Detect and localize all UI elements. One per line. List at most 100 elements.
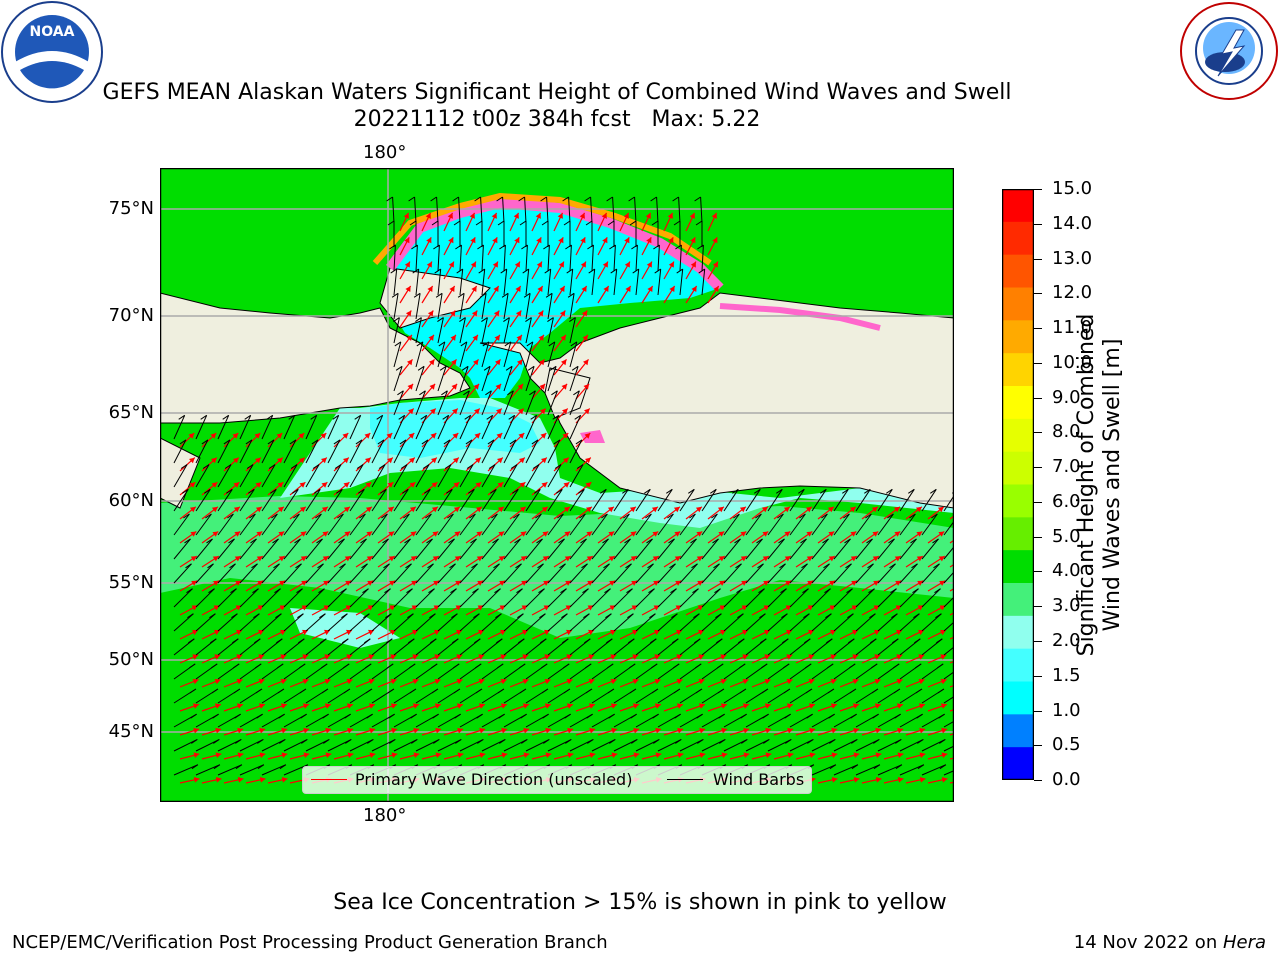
wave-arrow-head bbox=[189, 482, 196, 488]
colorbar-tick-mark bbox=[1034, 223, 1042, 225]
colorbar-tick-mark bbox=[1034, 675, 1042, 677]
colorbar-segment bbox=[1002, 550, 1034, 584]
colorbar-tick-label: 13.0 bbox=[1052, 247, 1093, 269]
wind-barb-flag bbox=[801, 563, 808, 569]
wave-arrow-head bbox=[624, 237, 630, 244]
wave-arrow-head bbox=[542, 531, 549, 537]
wind-barb bbox=[239, 738, 264, 752]
colorbar-tick-mark bbox=[1034, 258, 1042, 260]
wave-arrow-head bbox=[429, 359, 435, 366]
wave-arrow-head bbox=[411, 580, 418, 586]
wind-barb-flag bbox=[453, 688, 461, 694]
wind-barb-flag bbox=[873, 764, 881, 770]
wave-arrow-head bbox=[213, 580, 220, 586]
wind-barb-flag bbox=[210, 638, 217, 644]
wind-barb bbox=[261, 538, 279, 560]
wave-arrow-head bbox=[674, 556, 681, 562]
wind-barb-flag bbox=[548, 341, 556, 347]
wind-barb-flag bbox=[776, 488, 783, 494]
wave-arrow-head bbox=[342, 433, 349, 439]
wind-barb bbox=[327, 588, 347, 608]
wind-barb-flag bbox=[691, 563, 698, 569]
wave-arrow-head bbox=[471, 310, 478, 317]
wave-arrow-head bbox=[388, 531, 395, 537]
wave-arrow-head bbox=[478, 654, 485, 660]
wind-barb bbox=[789, 588, 809, 608]
wave-arrow-head bbox=[324, 654, 331, 660]
wave-arrow-head bbox=[588, 654, 595, 660]
colorbar-tick-label: 1.0 bbox=[1052, 699, 1081, 721]
wave-arrow-head bbox=[430, 408, 436, 415]
colorbar-frame bbox=[1001, 188, 1035, 781]
wind-barb bbox=[569, 439, 583, 464]
wind-barb bbox=[833, 513, 850, 536]
wind-barb-flag bbox=[271, 513, 278, 519]
wind-barb bbox=[525, 563, 544, 584]
colorbar-segment bbox=[1002, 517, 1034, 551]
wind-barb-flag bbox=[272, 538, 279, 544]
wind-barb bbox=[525, 588, 545, 608]
wind-barb-flag bbox=[474, 663, 482, 669]
wave-arrow-head bbox=[365, 482, 372, 488]
wind-barb bbox=[239, 415, 252, 440]
wave-arrow-head bbox=[677, 752, 684, 758]
wind-barb bbox=[173, 415, 186, 440]
wave-arrow-head bbox=[368, 654, 375, 660]
wind-barb-flag bbox=[211, 688, 219, 694]
wave-arrow-head bbox=[720, 703, 727, 709]
wave-arrow-head bbox=[697, 580, 704, 586]
wave-arrow-head bbox=[474, 408, 480, 415]
wind-barb-flag bbox=[828, 713, 835, 719]
wave-arrow-head bbox=[564, 531, 571, 537]
wind-barb bbox=[195, 764, 221, 776]
wind-barb-flag bbox=[800, 538, 807, 544]
wave-arrow-head bbox=[853, 752, 860, 758]
wind-barb-flag bbox=[344, 713, 351, 719]
wind-barb bbox=[591, 513, 608, 536]
wind-barb-flag bbox=[804, 638, 811, 644]
wave-arrow-head bbox=[585, 457, 591, 464]
wind-barb-flag bbox=[606, 638, 613, 644]
wave-arrow-head bbox=[476, 531, 483, 537]
wind-barb-flag bbox=[279, 738, 286, 744]
wind-barb-flag bbox=[847, 613, 854, 619]
wind-barb-flag bbox=[431, 220, 439, 226]
wind-barb bbox=[283, 738, 308, 752]
wave-arrow-head bbox=[874, 703, 881, 709]
wind-barb bbox=[459, 464, 474, 488]
wind-barb-flag bbox=[479, 292, 487, 298]
wind-barb-flag bbox=[408, 638, 415, 644]
wind-barb-flag bbox=[278, 713, 285, 719]
wind-barb-flag bbox=[760, 663, 768, 669]
wind-barb bbox=[261, 513, 278, 536]
wind-barb-flag bbox=[246, 464, 254, 469]
wind-barb-flag bbox=[333, 439, 341, 445]
wind-barb-flag bbox=[578, 488, 585, 494]
wind-barb-flag bbox=[694, 196, 701, 202]
colorbar-tick-mark bbox=[1034, 710, 1042, 712]
wind-barb bbox=[437, 538, 455, 560]
wave-arrow-head bbox=[303, 727, 310, 734]
wind-barb-flag bbox=[540, 196, 547, 202]
wind-barb bbox=[283, 489, 299, 512]
wind-barb-flag bbox=[486, 414, 493, 420]
wind-barb-flag bbox=[562, 196, 569, 202]
wind-barb bbox=[437, 563, 456, 584]
top-lon-label: 180° bbox=[363, 142, 407, 163]
wind-barb-flag bbox=[255, 688, 263, 694]
wave-arrow-head bbox=[610, 678, 617, 685]
wave-arrow-head bbox=[497, 482, 504, 488]
wave-arrow-head bbox=[762, 531, 769, 537]
wind-barb bbox=[701, 244, 704, 272]
wave-arrow-head bbox=[563, 482, 570, 488]
wave-arrow-head bbox=[369, 727, 376, 734]
wind-barb-flag bbox=[739, 688, 747, 694]
colorbar-svg bbox=[1001, 188, 1035, 781]
wave-arrow-head bbox=[535, 212, 541, 219]
wave-arrow-head bbox=[192, 678, 199, 685]
wind-barb-flag bbox=[540, 663, 548, 669]
wind-barb bbox=[481, 464, 496, 488]
wind-barb bbox=[283, 613, 304, 632]
wind-barb-flag bbox=[213, 764, 221, 770]
wind-barb bbox=[877, 588, 897, 608]
